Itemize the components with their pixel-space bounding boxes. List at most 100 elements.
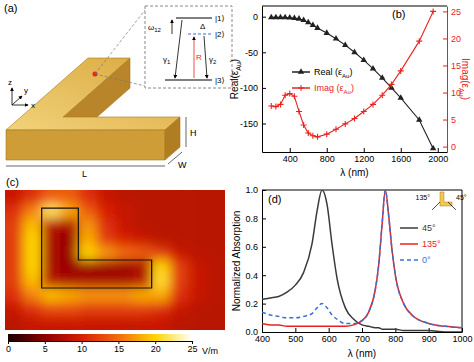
frame-line bbox=[262, 6, 447, 7]
leader-line bbox=[95, 74, 145, 86]
cell bbox=[97, 260, 116, 275]
cell bbox=[207, 232, 225, 247]
legend-label: 45° bbox=[422, 223, 436, 233]
text-part: H bbox=[190, 128, 197, 138]
cell bbox=[188, 274, 207, 289]
axis: 0510152025 bbox=[6, 341, 198, 354]
plot-area bbox=[5, 190, 225, 330]
cell bbox=[42, 232, 61, 247]
cell bbox=[170, 288, 189, 303]
cell bbox=[5, 288, 24, 303]
text-part: Imag( bbox=[460, 58, 471, 84]
cell bbox=[5, 204, 24, 219]
cell bbox=[60, 260, 79, 275]
data-point bbox=[333, 126, 339, 132]
tick: 0.2 bbox=[245, 299, 266, 309]
cell bbox=[97, 246, 116, 261]
tick: 15 bbox=[114, 341, 124, 354]
tick-mark bbox=[364, 148, 365, 152]
cell bbox=[152, 288, 171, 303]
cell bbox=[97, 274, 116, 289]
tick: 5 bbox=[443, 115, 456, 125]
cell bbox=[42, 190, 61, 205]
cell bbox=[170, 246, 189, 261]
tick-label: 800 bbox=[388, 334, 403, 344]
legend-swatch bbox=[400, 259, 418, 261]
data-point bbox=[310, 133, 316, 139]
cell bbox=[115, 204, 134, 219]
text-part: λ (nm) bbox=[348, 348, 376, 359]
axis-name: y bbox=[24, 86, 28, 95]
tick-mark bbox=[262, 275, 266, 276]
data-point bbox=[310, 22, 316, 28]
cells bbox=[5, 190, 225, 330]
cell bbox=[60, 232, 79, 247]
cell bbox=[60, 204, 79, 219]
cell bbox=[188, 316, 207, 330]
cell bbox=[97, 190, 116, 205]
tick-mark bbox=[262, 247, 266, 248]
text-part: 1 bbox=[167, 59, 171, 65]
axis-arrow bbox=[12, 105, 28, 106]
cell bbox=[97, 316, 116, 330]
cell bbox=[78, 274, 97, 289]
data-point bbox=[291, 93, 297, 99]
cell bbox=[60, 218, 79, 233]
cell bbox=[5, 190, 24, 205]
cell bbox=[152, 232, 171, 247]
symbol-label: Δ bbox=[200, 22, 206, 31]
y2-axis-title: Imag(εAu) bbox=[458, 58, 471, 100]
tick-mark bbox=[443, 93, 447, 94]
leader-line bbox=[95, 10, 145, 74]
tick-mark bbox=[462, 328, 463, 332]
cell bbox=[23, 316, 42, 330]
tick: 0.0 bbox=[245, 327, 266, 337]
tick-label: 500 bbox=[288, 334, 303, 344]
tick: -100 bbox=[240, 83, 266, 93]
tick-mark bbox=[262, 52, 266, 53]
cell bbox=[42, 218, 61, 233]
cell bbox=[5, 232, 24, 247]
data-point bbox=[342, 41, 348, 47]
text-part: 12 bbox=[154, 27, 161, 33]
tick-label: 0.2 bbox=[245, 299, 258, 309]
structure-outline bbox=[42, 208, 152, 288]
tick-label: 1000 bbox=[452, 334, 472, 344]
data-point bbox=[342, 121, 348, 127]
series-line bbox=[271, 11, 433, 136]
legend-label: Imag (εAu) bbox=[314, 83, 354, 95]
legend-label: 0° bbox=[422, 255, 431, 265]
cell bbox=[60, 288, 79, 303]
data-point bbox=[296, 108, 302, 114]
cell bbox=[42, 288, 61, 303]
legend-swatch bbox=[400, 243, 418, 245]
tick-mark bbox=[262, 88, 266, 89]
tick-label: 400 bbox=[283, 154, 298, 164]
cell bbox=[60, 190, 79, 205]
cell bbox=[207, 260, 225, 275]
data-point bbox=[416, 116, 422, 122]
data-point bbox=[314, 24, 320, 30]
cell bbox=[133, 204, 152, 219]
cell bbox=[23, 218, 42, 233]
cell bbox=[207, 218, 225, 233]
data-point bbox=[278, 101, 284, 107]
tick: 25 bbox=[187, 341, 197, 354]
inset-arrow bbox=[432, 202, 440, 210]
heatmap-chart: 0510152025V/m bbox=[0, 176, 240, 356]
cell bbox=[23, 232, 42, 247]
tick-label: 0.6 bbox=[245, 242, 258, 252]
cell bbox=[115, 302, 134, 317]
right-face bbox=[165, 117, 180, 160]
line-chart: 40050060070080090010000.00.20.40.60.81.0… bbox=[231, 185, 473, 359]
tick-label: 700 bbox=[355, 334, 370, 344]
cell bbox=[152, 204, 171, 219]
text-part: Au bbox=[342, 73, 349, 79]
cell bbox=[152, 246, 171, 261]
coordinate-axes: zxy bbox=[8, 78, 35, 110]
figure: (a)(b)(c)(d)zxyLHW|1⟩|2⟩|3⟩ω12Δγ1γ2R4008… bbox=[0, 0, 474, 362]
text-part: 45° bbox=[422, 223, 436, 233]
cell bbox=[133, 316, 152, 330]
energy-level bbox=[165, 79, 212, 80]
tick-label: 1200 bbox=[354, 154, 374, 164]
